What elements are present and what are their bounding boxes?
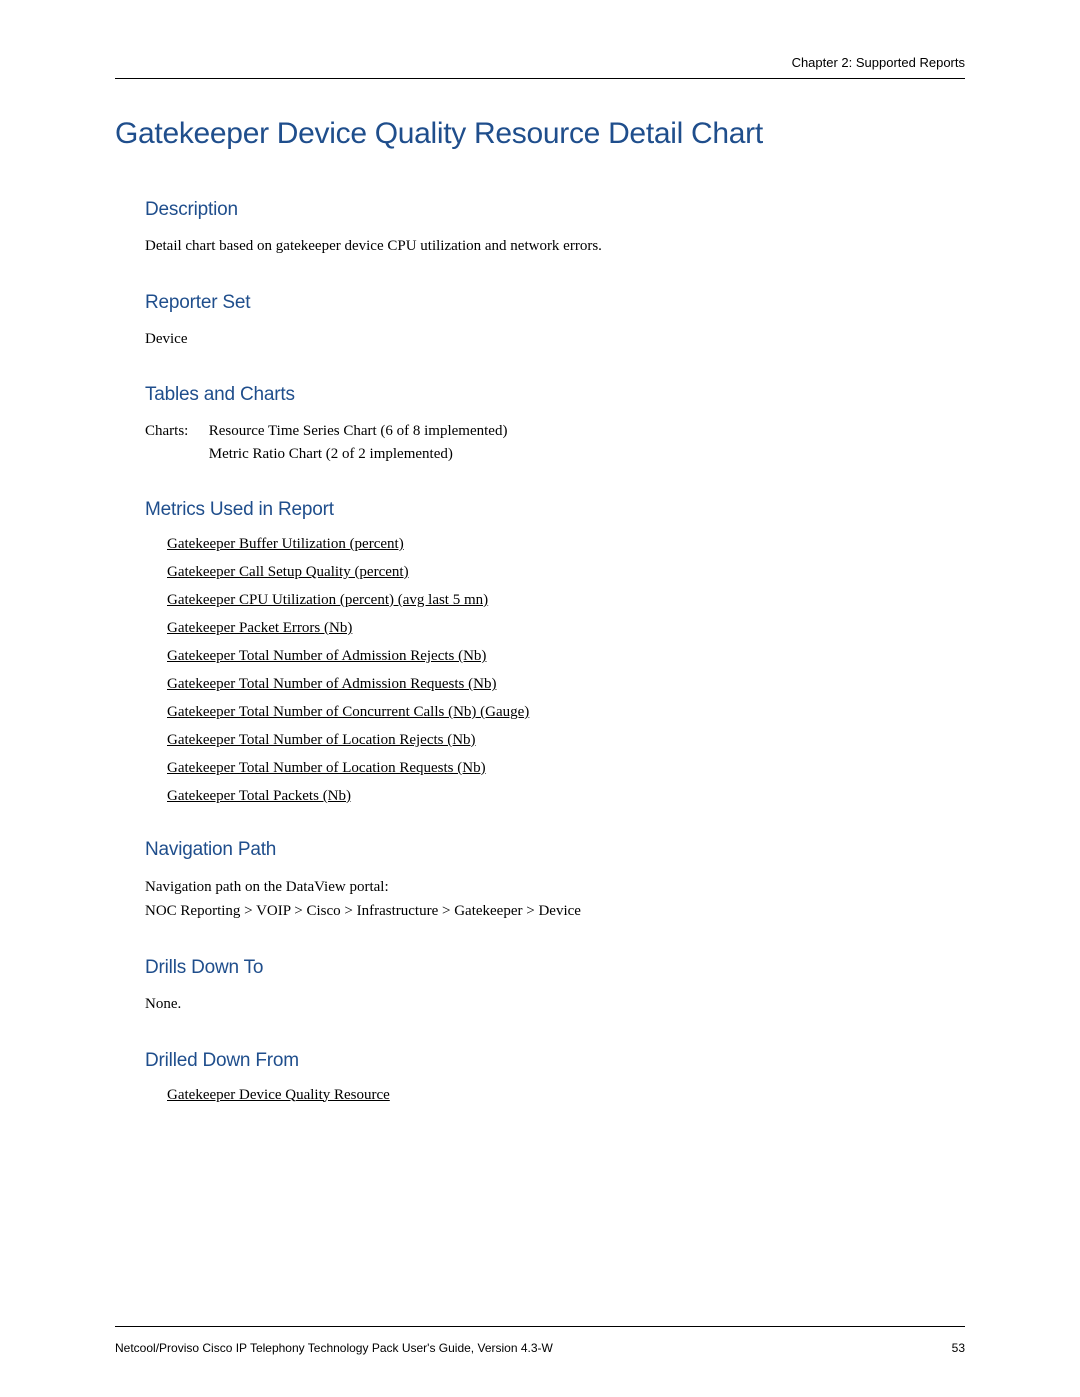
section-description: Description Detail chart based on gateke…	[115, 199, 965, 258]
metric-link[interactable]: Gatekeeper Total Packets (Nb)	[167, 788, 351, 804]
charts-line-2: Metric Ratio Chart (2 of 2 implemented)	[209, 446, 453, 462]
charts-content: Resource Time Series Chart (6 of 8 imple…	[209, 420, 508, 465]
metric-link[interactable]: Gatekeeper Total Number of Concurrent Ca…	[167, 704, 529, 720]
charts-prefix: Charts:	[145, 420, 205, 443]
metric-link[interactable]: Gatekeeper Call Setup Quality (percent)	[167, 564, 409, 580]
metrics-list: Gatekeeper Buffer Utilization (percent) …	[145, 535, 965, 805]
drilled-link[interactable]: Gatekeeper Device Quality Resource	[167, 1087, 390, 1103]
page-footer: Netcool/Proviso Cisco IP Telephony Techn…	[115, 1326, 965, 1355]
metric-item: Gatekeeper Total Number of Location Requ…	[167, 759, 965, 777]
section-drills-down-to: Drills Down To None.	[115, 957, 965, 1016]
metric-item: Gatekeeper CPU Utilization (percent) (av…	[167, 591, 965, 609]
metric-item: Gatekeeper Total Number of Admission Req…	[167, 675, 965, 693]
page-title: Gatekeeper Device Quality Resource Detai…	[115, 117, 965, 151]
metric-link[interactable]: Gatekeeper Total Number of Admission Req…	[167, 676, 496, 692]
metric-link[interactable]: Gatekeeper Buffer Utilization (percent)	[167, 536, 404, 552]
drilled-down-list: Gatekeeper Device Quality Resource	[145, 1086, 965, 1104]
metric-item: Gatekeeper Total Packets (Nb)	[167, 787, 965, 805]
section-navigation: Navigation Path Navigation path on the D…	[115, 839, 965, 923]
metric-link[interactable]: Gatekeeper Total Number of Location Requ…	[167, 760, 486, 776]
metric-link[interactable]: Gatekeeper CPU Utilization (percent) (av…	[167, 592, 488, 608]
nav-path-value: NOC Reporting > VOIP > Cisco > Infrastru…	[145, 899, 965, 923]
page-container: Chapter 2: Supported Reports Gatekeeper …	[0, 0, 1080, 1397]
description-text: Detail chart based on gatekeeper device …	[145, 235, 965, 258]
metric-item: Gatekeeper Total Number of Location Reje…	[167, 731, 965, 749]
metric-item: Gatekeeper Total Number of Admission Rej…	[167, 647, 965, 665]
charts-line: Charts: Resource Time Series Chart (6 of…	[145, 420, 965, 465]
drilled-item: Gatekeeper Device Quality Resource	[167, 1086, 965, 1104]
footer-page-number: 53	[952, 1341, 965, 1355]
heading-metrics: Metrics Used in Report	[145, 499, 965, 521]
heading-description: Description	[145, 199, 965, 221]
metric-item: Gatekeeper Packet Errors (Nb)	[167, 619, 965, 637]
footer-text: Netcool/Proviso Cisco IP Telephony Techn…	[115, 1341, 553, 1355]
metric-item: Gatekeeper Call Setup Quality (percent)	[167, 563, 965, 581]
heading-navigation: Navigation Path	[145, 839, 965, 861]
drills-down-to-text: None.	[145, 993, 965, 1016]
metric-link[interactable]: Gatekeeper Packet Errors (Nb)	[167, 620, 352, 636]
section-tables-charts: Tables and Charts Charts: Resource Time …	[115, 384, 965, 465]
metric-link[interactable]: Gatekeeper Total Number of Location Reje…	[167, 732, 476, 748]
metric-item: Gatekeeper Total Number of Concurrent Ca…	[167, 703, 965, 721]
heading-drilled-down-from: Drilled Down From	[145, 1050, 965, 1072]
reporter-set-text: Device	[145, 328, 965, 351]
charts-line-1: Resource Time Series Chart (6 of 8 imple…	[209, 423, 508, 439]
section-reporter-set: Reporter Set Device	[115, 292, 965, 351]
nav-path-intro: Navigation path on the DataView portal:	[145, 875, 965, 899]
heading-reporter-set: Reporter Set	[145, 292, 965, 314]
heading-drills-down-to: Drills Down To	[145, 957, 965, 979]
metric-link[interactable]: Gatekeeper Total Number of Admission Rej…	[167, 648, 486, 664]
section-metrics: Metrics Used in Report Gatekeeper Buffer…	[115, 499, 965, 805]
metric-item: Gatekeeper Buffer Utilization (percent)	[167, 535, 965, 553]
heading-tables-charts: Tables and Charts	[145, 384, 965, 406]
chapter-header: Chapter 2: Supported Reports	[115, 55, 965, 79]
section-drilled-down-from: Drilled Down From Gatekeeper Device Qual…	[115, 1050, 965, 1104]
